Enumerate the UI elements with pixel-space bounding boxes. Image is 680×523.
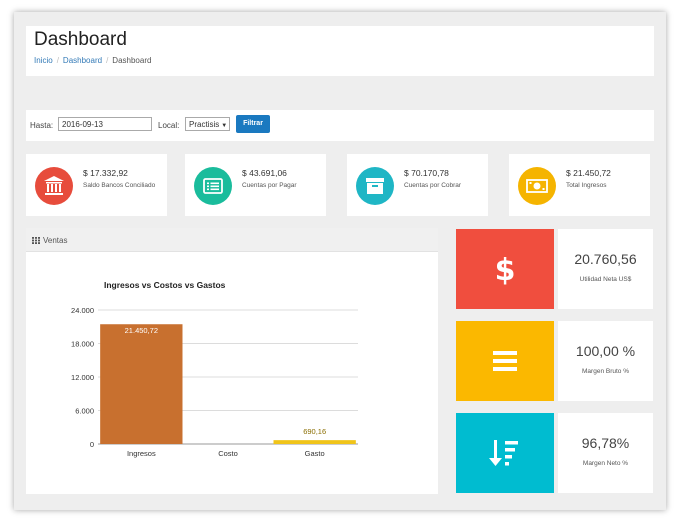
stat-circle: [356, 167, 394, 205]
breadcrumb-current: Dashboard: [112, 56, 152, 65]
dollar-icon: $: [495, 253, 516, 288]
caret-down-icon: ▼: [221, 123, 228, 129]
money-bill-icon: [526, 179, 548, 193]
y-tick-label: 6.000: [75, 407, 94, 416]
breadcrumb-separator: /: [106, 56, 109, 65]
kpi-margen-neto-card: 96,78% Margen Neto %: [558, 413, 653, 493]
bank-icon: [44, 176, 64, 195]
local-select-value: Practisis: [189, 120, 220, 129]
local-label: Local:: [158, 121, 180, 130]
data-label: 21.450,72: [125, 326, 158, 335]
breadcrumb: Inicio / Dashboard / Dashboard: [34, 56, 151, 65]
y-tick-label: 24.000: [71, 306, 94, 315]
kpi-margen-bruto-card: 100,00 % Margen Bruto %: [558, 321, 653, 401]
svg-text:$: $: [495, 253, 516, 288]
kpi-margen-bruto-icon-block: [456, 321, 554, 401]
filter-bar: Hasta: 2016-09-13 Local: Practisis ▼ Filt…: [26, 110, 654, 141]
sort-amount-down-icon: [489, 440, 518, 466]
y-tick-label: 12.000: [71, 373, 94, 382]
sales-bar-chart: Ingresos vs Costos vs Gastos 0 6.000 12.00…: [71, 280, 358, 458]
hasta-label: Hasta:: [30, 121, 54, 130]
data-label: 690,16: [303, 427, 326, 436]
chart-title: Ingresos vs Costos vs Gastos: [104, 280, 226, 290]
hasta-date-input[interactable]: 2016-09-13: [58, 117, 152, 131]
y-tick-label: 0: [90, 440, 94, 449]
filtrar-button[interactable]: Filtrar: [236, 115, 270, 133]
kpi-utilidad-card: 20.760,56 Utilidad Neta US$: [558, 229, 653, 309]
bar-gasto: [273, 440, 356, 444]
stat-card-saldo-bancos: $ 17.332,92 Saldo Bancos Conciliado: [26, 154, 167, 216]
kpi-value: 96,78%: [581, 435, 630, 451]
grid-icon: [32, 237, 40, 244]
kpi-label: Margen Bruto %: [582, 368, 629, 375]
page-header: Dashboard Inicio / Dashboard / Dashboard: [26, 26, 654, 76]
ventas-panel: Ventas Ingresos vs Costos vs Gastos 0 6.0…: [26, 228, 438, 494]
breadcrumb-dashboard-link[interactable]: Dashboard: [62, 56, 103, 65]
stat-value: $ 43.691,06: [242, 168, 287, 178]
dashboard-frame: Dashboard Inicio / Dashboard / Dashboard Has…: [14, 12, 666, 510]
local-select[interactable]: Practisis ▼: [185, 117, 230, 131]
kpi-value: 20.760,56: [574, 251, 637, 267]
stat-label: Total Ingresos: [566, 182, 607, 189]
stat-circle: [518, 167, 556, 205]
kpi-value: 100,00 %: [575, 343, 636, 359]
stat-circle: [35, 167, 73, 205]
stat-card-cuentas-pagar: $ 43.691,06 Cuentas por Pagar: [185, 154, 326, 216]
breadcrumb-separator: /: [56, 56, 59, 65]
kpi-label: Utilidad Neta US$: [579, 276, 632, 283]
x-tick-label: Costo: [218, 449, 238, 458]
kpi-utilidad-icon-block: $: [456, 229, 554, 309]
stat-label: Saldo Bancos Conciliado: [83, 182, 156, 189]
stat-card-cuentas-cobrar: $ 70.170,78 Cuentas por Cobrar: [347, 154, 488, 216]
bars-icon: [493, 351, 517, 371]
bar-ingresos: [100, 324, 183, 444]
stat-circle: [194, 167, 232, 205]
stat-card-total-ingresos: $ 21.450,72 Total Ingresos: [509, 154, 650, 216]
list-card-icon: [203, 178, 223, 194]
stat-label: Cuentas por Cobrar: [404, 182, 462, 189]
kpi-margen-neto-icon-block: [456, 413, 554, 493]
archive-box-icon: [366, 178, 384, 194]
stat-value: $ 17.332,92: [83, 168, 128, 178]
breadcrumb-inicio-link[interactable]: Inicio: [34, 56, 53, 65]
kpi-label: Margen Neto %: [582, 460, 629, 467]
x-tick-label: Gasto: [305, 449, 325, 458]
page-title: Dashboard: [34, 29, 127, 50]
stat-value: $ 70.170,78: [404, 168, 449, 178]
stat-value: $ 21.450,72: [566, 168, 611, 178]
stat-label: Cuentas por Pagar: [242, 182, 297, 189]
ventas-panel-title: Ventas: [43, 236, 68, 245]
x-tick-label: Ingresos: [127, 449, 156, 458]
ventas-panel-header: Ventas: [26, 228, 438, 252]
y-tick-label: 18.000: [71, 340, 94, 349]
